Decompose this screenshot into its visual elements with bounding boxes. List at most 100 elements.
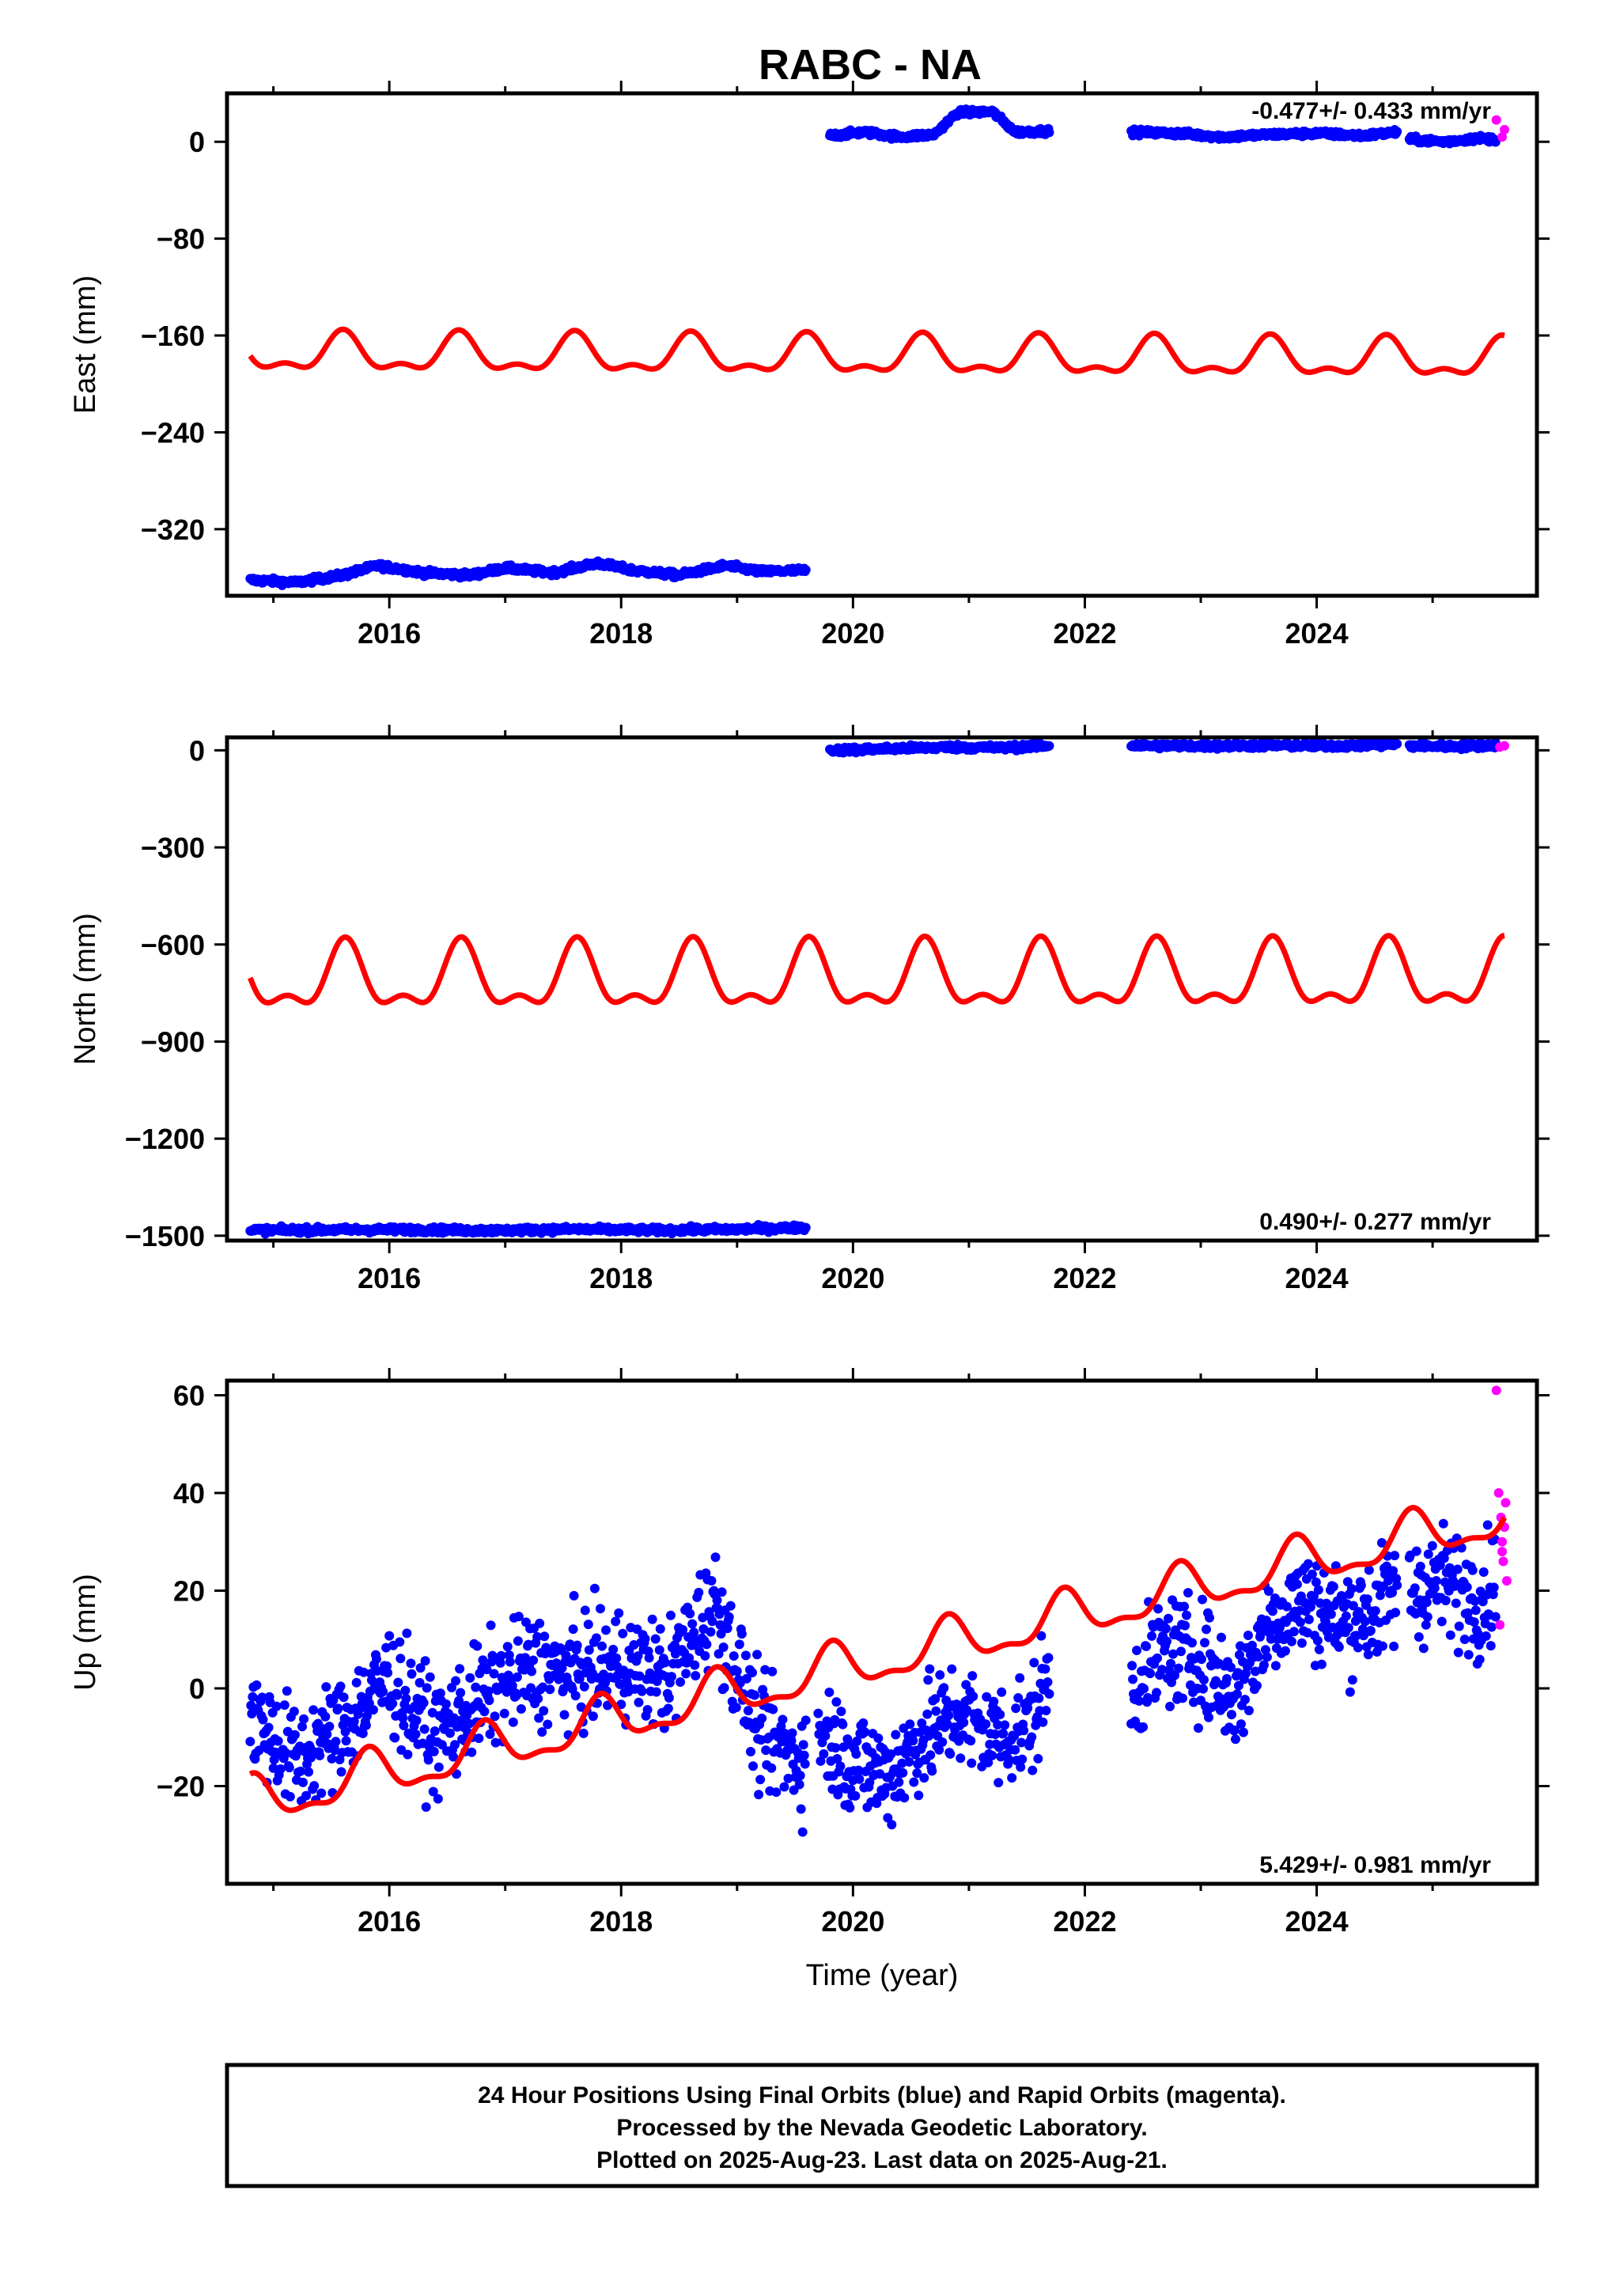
up-final-point [914, 1790, 924, 1801]
up-final-point [779, 1782, 789, 1792]
up-final-point [676, 1677, 686, 1688]
up-final-point [580, 1605, 590, 1616]
up-final-point [691, 1670, 701, 1680]
up-final-point [308, 1705, 319, 1715]
up-final-point [716, 1628, 726, 1639]
up-final-point [887, 1820, 897, 1830]
up-final-point [852, 1736, 862, 1746]
up-final-point [1421, 1620, 1431, 1630]
up-final-point [290, 1730, 300, 1740]
up-final-point [1015, 1673, 1025, 1683]
up-final-point [700, 1650, 710, 1661]
up-final-point [433, 1794, 443, 1804]
up-final-point [652, 1676, 662, 1686]
up-final-point [904, 1756, 914, 1767]
up-final-point [520, 1653, 530, 1663]
up-final-point [740, 1650, 751, 1661]
up-final-point [1410, 1608, 1421, 1619]
up-xtick-label: 2024 [1285, 1905, 1349, 1938]
up-final-point [398, 1713, 408, 1723]
up-final-point [725, 1601, 736, 1611]
up-final-point [430, 1726, 440, 1737]
up-final-point [1453, 1647, 1463, 1658]
up-final-point [930, 1694, 941, 1704]
up-final-point [1165, 1701, 1175, 1711]
north-plot-frame [225, 735, 1539, 1243]
up-final-point [998, 1729, 1009, 1739]
up-final-point [611, 1653, 622, 1663]
up-final-point [1421, 1597, 1432, 1608]
up-final-point [787, 1728, 797, 1738]
up-final-point [1145, 1669, 1156, 1679]
up-final-point [1267, 1606, 1277, 1616]
up-final-point [1182, 1610, 1192, 1620]
up-final-point [1347, 1675, 1357, 1685]
up-final-point [1027, 1732, 1037, 1742]
east-xtick-label: 2016 [358, 617, 421, 650]
east-final-point [800, 565, 811, 575]
up-final-point [922, 1709, 933, 1719]
up-final-point [1486, 1622, 1497, 1632]
up-final-point [454, 1695, 464, 1706]
up-final-point [496, 1650, 506, 1661]
up-final-point [959, 1718, 969, 1728]
up-final-point [1488, 1589, 1498, 1600]
up-final-point [1418, 1643, 1429, 1654]
up-final-point [378, 1687, 388, 1697]
up-final-point [934, 1745, 944, 1755]
up-final-point [816, 1756, 826, 1766]
up-final-point [451, 1676, 461, 1686]
up-final-point [886, 1749, 896, 1760]
up-final-point [361, 1720, 371, 1730]
up-final-point [472, 1641, 483, 1651]
up-final-point [357, 1699, 367, 1709]
up-final-point [309, 1781, 320, 1791]
up-final-point [1251, 1680, 1262, 1691]
up-final-point [1435, 1560, 1445, 1570]
north-axis-label: North (mm) [69, 913, 102, 1065]
up-final-point [1128, 1674, 1138, 1684]
up-final-point [967, 1671, 978, 1681]
up-final-point [1263, 1586, 1274, 1597]
up-final-point [611, 1616, 621, 1627]
up-final-point [873, 1733, 884, 1743]
up-final-point [399, 1720, 409, 1730]
up-final-point [358, 1667, 369, 1677]
up-final-point [1152, 1653, 1163, 1663]
up-final-point [1044, 1689, 1054, 1699]
up-final-point [589, 1583, 600, 1593]
up-final-point [341, 1736, 351, 1746]
up-final-point [650, 1634, 660, 1644]
up-final-point [282, 1726, 293, 1737]
up-final-point [1281, 1601, 1292, 1612]
up-final-point [1230, 1734, 1240, 1745]
up-final-point [1007, 1773, 1017, 1783]
north-xtick-label: 2020 [821, 1262, 884, 1294]
east-model-line [248, 326, 1506, 376]
up-final-point [1302, 1627, 1312, 1638]
up-final-point [433, 1762, 444, 1772]
up-final-point [967, 1758, 977, 1768]
up-final-point [1392, 1580, 1402, 1590]
up-final-point [1189, 1697, 1199, 1707]
up-final-point [1232, 1689, 1242, 1699]
up-final-point [479, 1707, 490, 1717]
north-xtick-label: 2024 [1285, 1262, 1349, 1294]
up-final-point [712, 1595, 722, 1605]
up-final-point [783, 1773, 793, 1783]
up-final-point [1229, 1725, 1240, 1735]
up-final-point [1010, 1745, 1020, 1755]
east-xtick-label: 2020 [821, 617, 884, 650]
up-final-point [1351, 1631, 1361, 1641]
up-final-point [718, 1642, 729, 1652]
up-final-point [832, 1753, 842, 1764]
up-final-point [1178, 1693, 1188, 1703]
up-final-point [1167, 1677, 1177, 1688]
north-final-point [1392, 739, 1402, 749]
up-final-point [966, 1736, 976, 1746]
up-final-point [301, 1790, 312, 1801]
up-final-point [1469, 1617, 1479, 1627]
up-final-point [681, 1669, 691, 1679]
up-final-point [767, 1666, 778, 1677]
up-final-point [528, 1655, 539, 1665]
